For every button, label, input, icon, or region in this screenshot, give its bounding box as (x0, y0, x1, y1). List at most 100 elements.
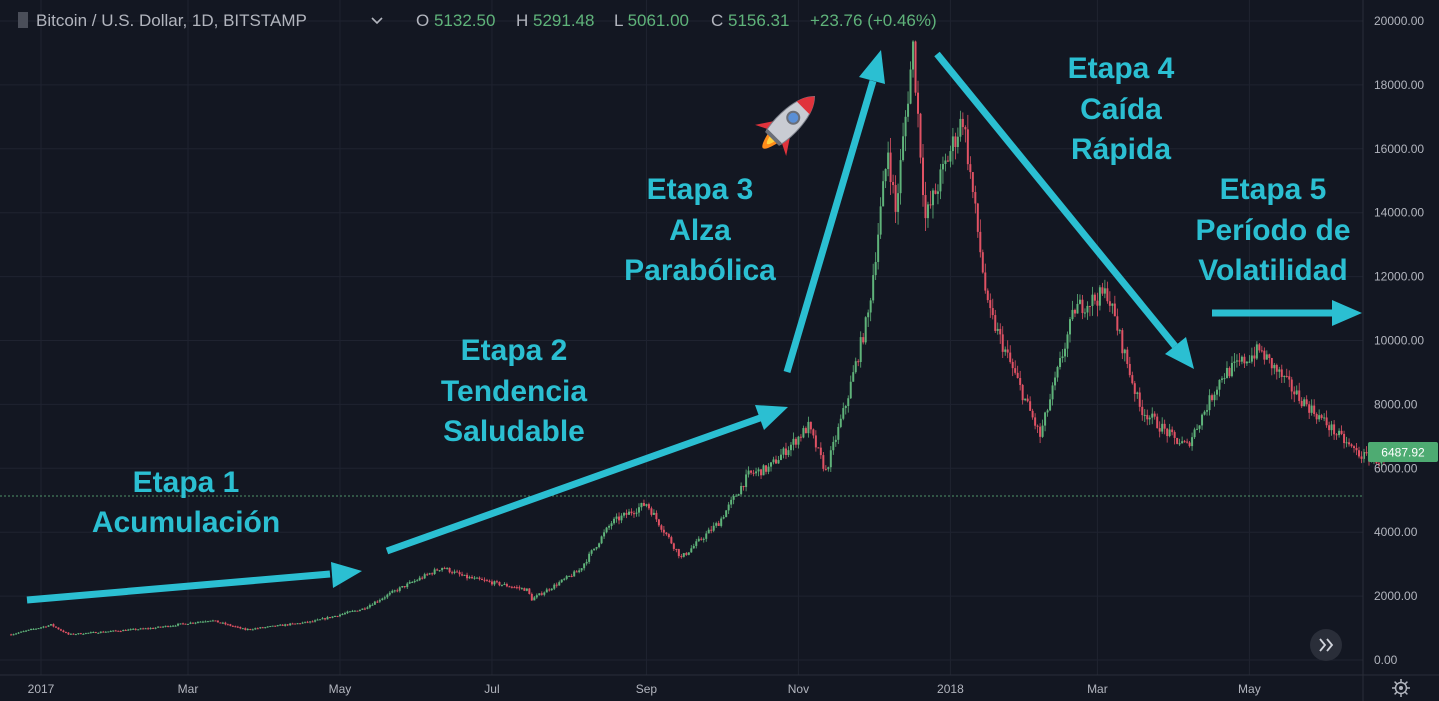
candle-body (1300, 400, 1303, 407)
candle-body (752, 472, 755, 474)
candle-body (919, 113, 922, 158)
candle-body (926, 204, 929, 219)
chevron-down-icon[interactable] (371, 17, 383, 25)
candle-body (246, 628, 249, 630)
stage-2-line2: Tendencia (441, 375, 587, 408)
candle-body (1133, 383, 1136, 394)
candle-body (670, 537, 673, 544)
candle-body (1273, 364, 1276, 369)
candle-body (27, 629, 30, 631)
settings-gear-icon[interactable] (1392, 679, 1410, 697)
candle-body (1076, 303, 1079, 314)
candle-body (1188, 442, 1191, 447)
candle-body (705, 533, 708, 539)
candle-body (727, 504, 730, 511)
candle-body (291, 623, 294, 625)
candle-body (1260, 350, 1263, 352)
candle-body (286, 624, 289, 626)
candle-body (899, 160, 902, 194)
candle-body (500, 584, 503, 586)
candle-body (1148, 417, 1151, 420)
candle-body (438, 570, 441, 572)
candle-body (289, 623, 292, 626)
candle-body (32, 628, 35, 630)
candle-body (999, 328, 1002, 335)
candle-body (324, 618, 327, 620)
candle-body (1054, 377, 1057, 386)
candle-body (343, 613, 346, 615)
candle-body (1016, 372, 1019, 379)
candle-body (1298, 390, 1301, 401)
candle-body (1103, 288, 1106, 294)
candle-body (1208, 395, 1211, 411)
open-label: O (416, 11, 429, 30)
candle-body (378, 600, 381, 602)
candle-body (755, 471, 758, 474)
candle-body (1081, 299, 1084, 314)
candle-body (448, 567, 451, 573)
candle-body (677, 549, 680, 557)
candle-body (279, 624, 282, 626)
candle-body (446, 567, 449, 569)
candle-body (411, 582, 414, 584)
candle-body (585, 561, 588, 564)
candle-body (645, 504, 648, 506)
price-axis[interactable]: 20000.00 18000.00 16000.00 14000.00 12000.00… (1374, 14, 1424, 667)
candle-body (655, 512, 658, 520)
candle-body (139, 628, 142, 630)
candle-body (603, 532, 606, 537)
candle-body (433, 569, 436, 574)
candle-body (1113, 303, 1116, 317)
x-tick-label: Sep (636, 682, 658, 696)
candle-body (742, 486, 745, 488)
symbol-title[interactable]: Bitcoin / U.S. Dollar, 1D, BITSTAMP (36, 11, 307, 30)
candle-body (1225, 367, 1228, 379)
candle-body (1305, 399, 1308, 405)
y-tick-label: 18000.00 (1374, 78, 1424, 92)
candle-body (882, 181, 885, 207)
time-axis[interactable]: 2017 Mar May Jul Sep Nov 2018 Mar May (28, 682, 1261, 696)
candle-body (1318, 415, 1321, 420)
candle-body (346, 611, 349, 614)
y-tick-label: 0.00 (1374, 653, 1398, 667)
candle-body (642, 502, 645, 506)
candle-body (1280, 369, 1283, 377)
x-tick-label: May (329, 682, 352, 696)
candle-body (251, 629, 254, 631)
candle-body (274, 625, 277, 627)
candle-body (809, 421, 812, 430)
candle-body (1078, 299, 1081, 304)
scroll-to-realtime-button[interactable] (1310, 629, 1342, 661)
candle-body (635, 512, 638, 514)
candle-body (914, 41, 917, 93)
candle-body (675, 548, 678, 550)
y-tick-label: 4000.00 (1374, 525, 1418, 539)
stage-2-line3: Saludable (443, 415, 585, 448)
x-tick-label: Jul (484, 682, 499, 696)
candle-body (707, 529, 710, 534)
candle-body (1245, 361, 1248, 364)
candle-body (157, 626, 160, 628)
candle-body (812, 429, 815, 436)
arrow-stage-3 (783, 80, 877, 373)
candle-body (172, 625, 175, 627)
candle-body (647, 504, 650, 509)
candle-body (503, 584, 506, 586)
candle-body (750, 470, 753, 473)
arrow-stage-1-head (331, 562, 362, 588)
candle-body (421, 577, 424, 579)
candle-body (578, 570, 581, 573)
candle-body (99, 631, 102, 633)
candle-body (461, 574, 464, 576)
candle-body (1143, 414, 1146, 416)
candle-body (797, 436, 800, 445)
candle-body (1168, 429, 1171, 437)
candle-body (884, 169, 887, 182)
candle-body (443, 567, 446, 569)
arrow-stage-2-head (755, 405, 788, 430)
candle-body (456, 571, 459, 573)
candle-body (1061, 356, 1064, 359)
candle-body (127, 629, 130, 631)
candle-body (221, 622, 224, 624)
candle-body (959, 118, 962, 137)
